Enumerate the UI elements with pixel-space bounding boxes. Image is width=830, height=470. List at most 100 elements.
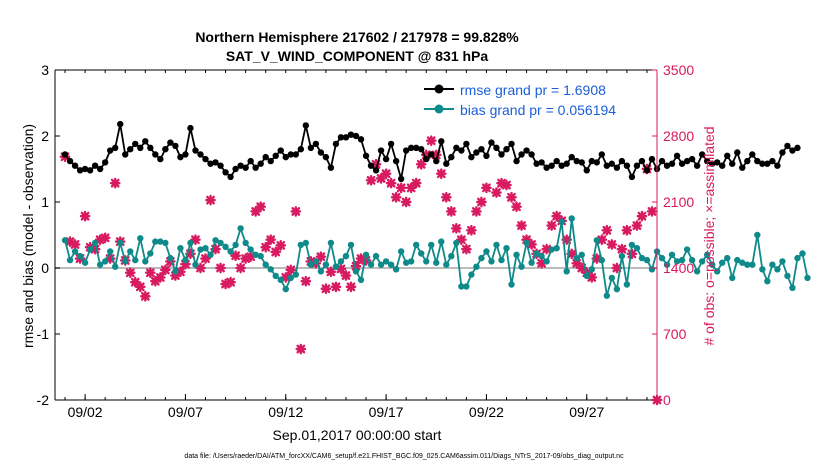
obs-assimilated-glyph bbox=[476, 196, 487, 208]
obs-assimilated-glyph bbox=[280, 272, 292, 283]
bias-point bbox=[473, 263, 480, 270]
rmse-point bbox=[759, 160, 766, 167]
y-tick-label: 1 bbox=[41, 194, 49, 210]
obs-assimilated-glyph bbox=[265, 234, 277, 246]
obs-assimilated-marker bbox=[124, 267, 136, 279]
obs-assimilated-marker bbox=[390, 191, 402, 203]
obs-assimilated-marker bbox=[405, 182, 417, 194]
rmse-point bbox=[232, 165, 239, 173]
y2-tick-label: 2100 bbox=[663, 194, 694, 210]
rmse-point bbox=[593, 159, 600, 166]
bias-point bbox=[533, 250, 540, 257]
obs-assimilated-marker bbox=[275, 240, 287, 251]
obs-assimilated-marker bbox=[240, 253, 251, 264]
obs-assimilated-marker bbox=[89, 243, 101, 255]
rmse-point bbox=[563, 160, 570, 167]
bias-point bbox=[729, 274, 736, 282]
rmse-point bbox=[407, 144, 415, 152]
obs-assimilated-glyph bbox=[290, 206, 302, 217]
obs-assimilated-glyph bbox=[380, 168, 392, 180]
bias-point bbox=[192, 261, 199, 268]
bias-point bbox=[287, 274, 294, 282]
obs-assimilated-glyph bbox=[571, 257, 583, 269]
bias-point bbox=[122, 258, 129, 265]
obs-assimilated-glyph bbox=[501, 179, 512, 191]
bias-point bbox=[317, 268, 325, 275]
rmse-point bbox=[167, 139, 174, 146]
rmse-point bbox=[708, 160, 716, 167]
obs-assimilated-marker bbox=[506, 191, 517, 203]
rmse-point bbox=[237, 162, 244, 169]
rmse-point bbox=[122, 151, 129, 158]
bias-point bbox=[488, 258, 495, 265]
obs-assimilated-glyph bbox=[596, 234, 608, 246]
rmse-point bbox=[533, 160, 540, 167]
bias-point bbox=[247, 246, 254, 253]
rmse-point bbox=[297, 146, 305, 153]
obs-assimilated-glyph bbox=[104, 253, 116, 264]
obs-assimilated-marker bbox=[591, 253, 603, 264]
obs-assimilated-marker bbox=[420, 149, 432, 161]
rmse-point bbox=[342, 134, 350, 141]
rmse-point bbox=[142, 138, 149, 145]
obs-assimilated-glyph bbox=[360, 255, 372, 266]
rmse-point bbox=[352, 132, 360, 140]
bias-point bbox=[573, 254, 580, 262]
bias-point bbox=[553, 245, 560, 252]
obs-assimilated-glyph bbox=[285, 264, 297, 276]
obs-assimilated-marker bbox=[400, 196, 412, 208]
rmse-point bbox=[719, 162, 726, 169]
bias-point bbox=[749, 261, 756, 268]
obs-assimilated-marker bbox=[129, 276, 141, 288]
bias-point bbox=[252, 251, 259, 258]
bias-point bbox=[157, 238, 164, 245]
y2-tick-label: 0 bbox=[663, 392, 671, 408]
rmse-point bbox=[433, 157, 440, 165]
rmse-point bbox=[91, 162, 99, 169]
obs-assimilated-glyph bbox=[225, 276, 236, 288]
obs-assimilated-glyph bbox=[149, 275, 161, 287]
bias-point bbox=[232, 241, 239, 249]
bias-point bbox=[71, 248, 79, 255]
obs-assimilated-marker bbox=[471, 206, 482, 217]
bias-point bbox=[397, 248, 405, 255]
rmse-point bbox=[493, 144, 500, 152]
rmse-point bbox=[774, 162, 781, 169]
obs-assimilated-glyph bbox=[205, 194, 216, 206]
obs-assimilated-glyph bbox=[330, 281, 342, 293]
bias-point bbox=[332, 263, 340, 270]
bias-point bbox=[438, 238, 445, 245]
rmse-point bbox=[498, 151, 505, 158]
obs-assimilated-glyph bbox=[64, 236, 76, 247]
rmse-point bbox=[779, 149, 786, 156]
obs-assimilated-marker bbox=[541, 243, 552, 255]
obs-assimilated-marker bbox=[410, 177, 422, 189]
obs-assimilated-marker bbox=[576, 262, 588, 274]
bias-point bbox=[789, 284, 796, 291]
x-tick-label: 09/22 bbox=[469, 404, 504, 420]
obs-assimilated-glyph bbox=[430, 149, 442, 161]
obs-assimilated-glyph bbox=[235, 262, 246, 274]
bias-point bbox=[66, 256, 74, 264]
bias-point bbox=[493, 241, 500, 249]
obs-assimilated-marker bbox=[636, 210, 648, 222]
bias-point bbox=[643, 256, 651, 264]
rmse-point bbox=[182, 151, 189, 158]
bias-point bbox=[513, 251, 520, 258]
rmse-point bbox=[483, 152, 490, 159]
bias-point bbox=[528, 259, 535, 266]
rmse-point bbox=[583, 167, 590, 174]
legend: rmse grand pr = 1.6908 bias grand pr = 0… bbox=[418, 77, 644, 122]
y-tick-label: 0 bbox=[41, 260, 49, 276]
obs-assimilated-glyph bbox=[621, 224, 633, 236]
obs-assimilated-marker bbox=[621, 224, 633, 236]
obs-assimilated-glyph bbox=[190, 234, 201, 246]
rmse-point bbox=[739, 164, 746, 171]
bias-point bbox=[688, 256, 696, 264]
obs-assimilated-glyph bbox=[320, 283, 332, 295]
rmse-point bbox=[66, 157, 74, 165]
obs-assimilated-marker bbox=[154, 272, 166, 283]
obs-assimilated-marker bbox=[445, 206, 457, 217]
rmse-point bbox=[413, 144, 420, 152]
obs-assimilated-glyph bbox=[390, 191, 402, 203]
